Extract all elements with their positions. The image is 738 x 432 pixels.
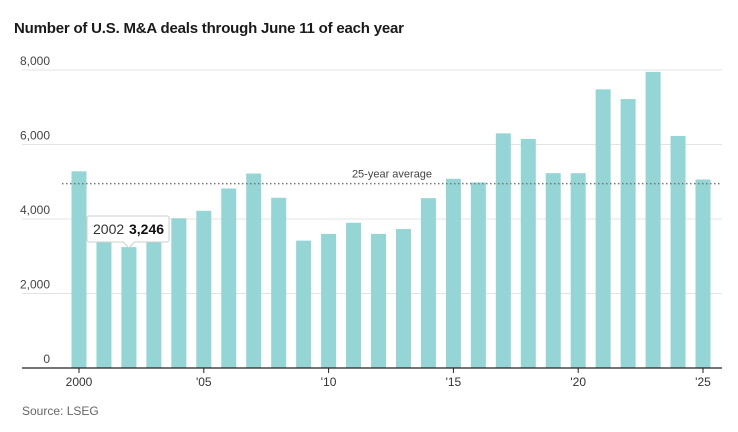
bar-2017[interactable] xyxy=(495,133,511,368)
tooltip-value: 3,246 xyxy=(129,221,164,237)
average-label: 25-year average xyxy=(352,169,432,181)
y-tick-label: 2,000 xyxy=(20,278,50,292)
bar-2013[interactable] xyxy=(395,229,411,368)
y-tick-label: 8,000 xyxy=(20,54,50,68)
x-tick-label: 2000 xyxy=(66,375,93,389)
y-axis: 0 2,000 4,000 6,000 8,000 xyxy=(20,54,50,366)
tooltip: 2002 3,246 xyxy=(86,215,170,249)
tooltip-year: 2002 xyxy=(93,221,124,237)
average-line-group: 25-year average xyxy=(62,169,722,185)
bar-2022[interactable] xyxy=(620,99,636,369)
bar-2024[interactable] xyxy=(670,135,686,368)
tooltip-pointer xyxy=(122,241,136,249)
x-tick-label: '20 xyxy=(570,375,586,389)
y-tick-label: 0 xyxy=(43,352,50,366)
bar-2009[interactable] xyxy=(296,240,312,368)
y-tick-label: 4,000 xyxy=(20,203,50,217)
bar-2005[interactable] xyxy=(196,210,212,368)
x-tick-label: '05 xyxy=(196,375,212,389)
bar-2021[interactable] xyxy=(595,89,611,369)
source-note: Source: LSEG xyxy=(22,404,99,418)
x-axis: 2000 '05 '10 '15 '20 '25 xyxy=(22,367,722,389)
y-tick-label: 6,000 xyxy=(20,129,50,143)
bar-2010[interactable] xyxy=(321,233,337,368)
bar-2008[interactable] xyxy=(271,197,287,368)
bar-2012[interactable] xyxy=(371,233,387,368)
bar-2001[interactable] xyxy=(96,237,112,368)
bar-2004[interactable] xyxy=(171,218,187,368)
x-tick-label: '15 xyxy=(446,375,462,389)
bar-2002[interactable] xyxy=(121,247,137,368)
bar-2018[interactable] xyxy=(520,138,536,368)
bar-2003[interactable] xyxy=(146,238,162,368)
x-tick-label: '25 xyxy=(695,375,711,389)
bar-2020[interactable] xyxy=(570,173,586,368)
bars xyxy=(71,71,711,369)
bar-2006[interactable] xyxy=(221,188,237,368)
bar-2014[interactable] xyxy=(420,198,436,368)
bar-2019[interactable] xyxy=(545,173,561,368)
bar-2011[interactable] xyxy=(346,222,362,368)
bar-2023[interactable] xyxy=(645,71,661,369)
bar-2016[interactable] xyxy=(470,182,486,368)
bar-2007[interactable] xyxy=(246,173,262,368)
bar-2025[interactable] xyxy=(695,179,711,368)
x-tick-label: '10 xyxy=(321,375,337,389)
chart-title: Number of U.S. M&A deals through June 11… xyxy=(14,20,404,37)
bar-2015[interactable] xyxy=(445,178,461,368)
bar-2000[interactable] xyxy=(71,171,87,368)
